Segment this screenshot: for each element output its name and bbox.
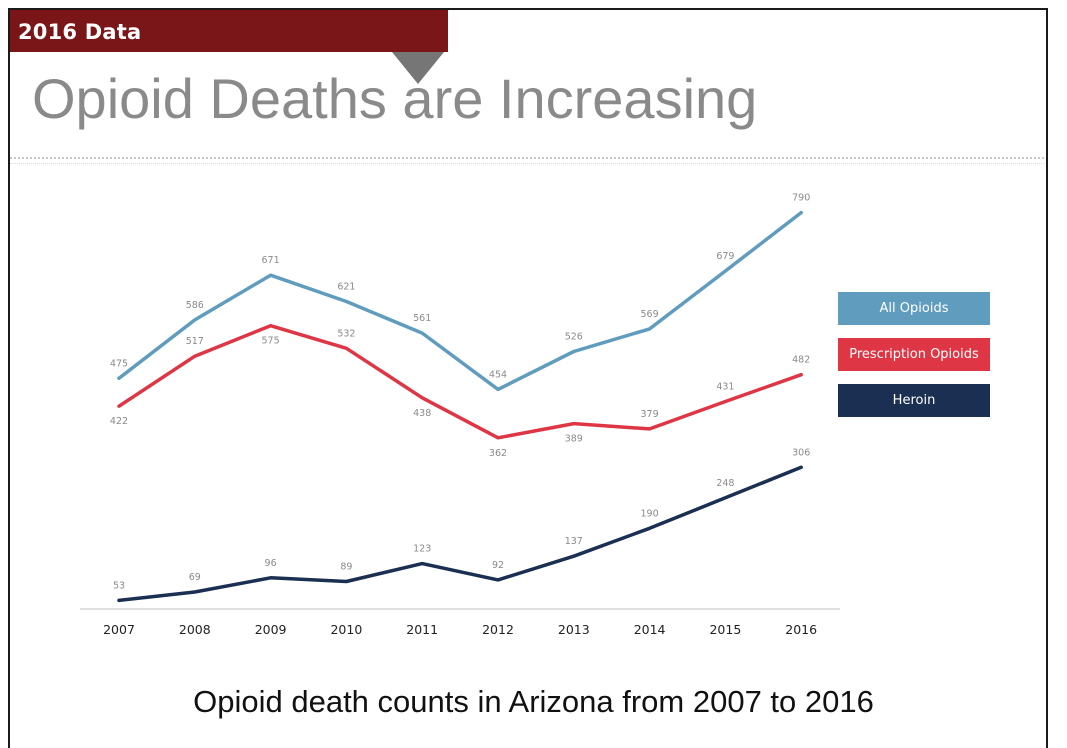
legend-all-opioids-label: All Opioids (879, 301, 949, 316)
data-label-prescription-opioids: 431 (716, 381, 734, 392)
series-line-prescription-opioids (117, 323, 803, 440)
x-tick-label: 2014 (634, 622, 666, 637)
data-label-all-opioids: 671 (262, 255, 280, 266)
data-label-prescription-opioids: 422 (110, 416, 128, 427)
data-label-all-opioids: 454 (489, 369, 507, 380)
slide-frame (8, 8, 1048, 748)
data-label-all-opioids: 475 (110, 358, 128, 369)
series-line-all-opioids (117, 210, 803, 392)
data-label-prescription-opioids: 389 (565, 434, 583, 445)
data-label-heroin: 89 (340, 561, 352, 572)
data-label-prescription-opioids: 517 (186, 336, 204, 347)
data-label-all-opioids: 526 (565, 332, 583, 343)
data-label-prescription-opioids: 362 (489, 448, 507, 459)
page-title: Opioid Deaths are Increasing (32, 67, 758, 130)
data-label-heroin: 123 (413, 544, 431, 555)
data-label-prescription-opioids: 532 (337, 328, 355, 339)
x-tick-label: 2010 (330, 622, 362, 637)
legend-heroin-label: Heroin (892, 393, 936, 408)
section-tag (10, 10, 448, 52)
data-label-heroin: 96 (265, 558, 277, 569)
x-tick-label: 2011 (406, 622, 438, 637)
legend-prescription-opioids: Prescription Opioids (838, 338, 990, 371)
data-labels: 475 586 671 621 561 454 526 569 679 790 422 517 575 5… (110, 193, 810, 592)
data-label-prescription-opioids: 575 (262, 336, 280, 347)
title-divider (10, 157, 1044, 164)
data-label-all-opioids: 586 (186, 300, 204, 311)
data-label-heroin: 69 (189, 572, 201, 583)
data-label-prescription-opioids: 482 (792, 355, 810, 366)
series-line-heroin (117, 465, 803, 603)
x-tick-label: 2013 (558, 622, 590, 637)
data-label-heroin: 137 (565, 536, 583, 547)
section-tag-label: 2016 Data (18, 20, 142, 44)
data-label-all-opioids: 790 (792, 193, 810, 204)
x-tick-labels: 2007 2008 2009 2010 2011 2012 2013 2014 2015 2016 (103, 622, 817, 637)
legend-all-opioids: All Opioids (838, 292, 990, 325)
series-lines (117, 210, 803, 603)
x-tick-label: 2007 (103, 622, 135, 637)
data-label-heroin: 92 (492, 560, 504, 571)
legend-prescription-opioids-label: Prescription Opioids (849, 347, 979, 362)
data-label-prescription-opioids: 379 (641, 409, 659, 420)
data-label-heroin: 190 (641, 508, 659, 519)
legend-heroin: Heroin (838, 384, 990, 417)
data-label-heroin: 53 (113, 580, 125, 591)
data-label-all-opioids: 569 (641, 309, 659, 320)
data-label-all-opioids: 621 (337, 282, 355, 293)
x-tick-label: 2012 (482, 622, 514, 637)
data-label-all-opioids: 561 (413, 313, 431, 324)
data-label-prescription-opioids: 438 (413, 408, 431, 419)
x-tick-label: 2009 (255, 622, 287, 637)
x-tick-label: 2016 (785, 622, 817, 637)
data-label-heroin: 248 (716, 478, 734, 489)
data-label-heroin: 306 (792, 447, 810, 458)
x-tick-label: 2008 (179, 622, 211, 637)
data-label-all-opioids: 679 (716, 251, 734, 262)
tag-pointer (392, 52, 444, 84)
x-tick-label: 2015 (709, 622, 741, 637)
chart-caption: Opioid death counts in Arizona from 2007… (193, 684, 874, 719)
